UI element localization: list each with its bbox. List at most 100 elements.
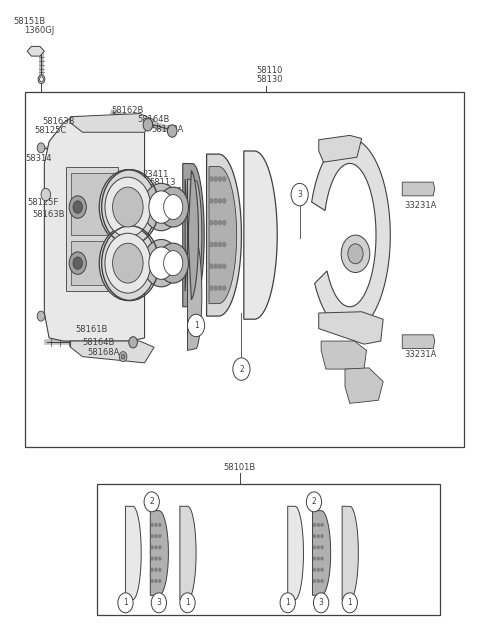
Circle shape [214, 285, 217, 290]
Circle shape [188, 314, 204, 337]
Circle shape [99, 170, 156, 244]
Circle shape [222, 220, 226, 225]
Circle shape [38, 75, 45, 84]
Text: 26641: 26641 [126, 268, 153, 277]
Text: 58130: 58130 [257, 75, 283, 84]
Polygon shape [319, 135, 362, 162]
Circle shape [158, 534, 161, 538]
Circle shape [321, 545, 324, 549]
Circle shape [180, 593, 195, 613]
Circle shape [158, 579, 161, 583]
Bar [25, 92, 464, 447]
Circle shape [118, 593, 133, 613]
Text: 3: 3 [297, 190, 302, 199]
Text: 2: 2 [149, 497, 154, 506]
Text: 58101B: 58101B [224, 463, 256, 472]
Text: 33231A: 33231A [405, 201, 437, 210]
Polygon shape [345, 368, 383, 403]
Circle shape [158, 243, 189, 283]
Circle shape [158, 557, 161, 560]
Circle shape [155, 545, 157, 549]
Circle shape [143, 118, 153, 131]
Circle shape [317, 523, 320, 526]
Circle shape [144, 492, 159, 512]
Circle shape [317, 534, 320, 538]
Polygon shape [288, 506, 303, 600]
Text: 3: 3 [156, 598, 161, 607]
Polygon shape [188, 179, 202, 291]
Circle shape [280, 593, 295, 613]
Circle shape [41, 188, 50, 201]
Circle shape [313, 534, 316, 538]
Circle shape [321, 534, 324, 538]
Circle shape [129, 337, 137, 348]
Circle shape [113, 243, 143, 283]
Circle shape [214, 177, 217, 182]
Circle shape [158, 568, 161, 572]
Text: 1360GJ: 1360GJ [24, 26, 55, 35]
Circle shape [149, 191, 174, 223]
Text: 58125C: 58125C [35, 126, 67, 135]
Circle shape [218, 242, 222, 247]
Circle shape [151, 579, 154, 583]
Text: 33231A: 33231A [405, 351, 437, 359]
Circle shape [164, 195, 183, 220]
Circle shape [209, 242, 213, 247]
Circle shape [222, 285, 226, 290]
Polygon shape [244, 151, 277, 319]
Circle shape [313, 523, 316, 526]
Text: 58314: 58314 [25, 154, 52, 163]
Circle shape [39, 77, 43, 82]
Text: 58168A: 58168A [87, 348, 120, 357]
Polygon shape [180, 506, 196, 600]
Circle shape [151, 534, 154, 538]
Circle shape [105, 177, 151, 237]
Circle shape [222, 242, 226, 247]
Polygon shape [71, 113, 154, 132]
Text: 58151B: 58151B [13, 17, 46, 26]
Bar [66, 167, 118, 291]
Text: 23411: 23411 [114, 249, 140, 259]
Polygon shape [183, 163, 204, 307]
Polygon shape [319, 312, 383, 344]
Polygon shape [150, 511, 168, 595]
Bar [71, 173, 114, 235]
Circle shape [222, 198, 226, 203]
Circle shape [155, 579, 157, 583]
Circle shape [214, 242, 217, 247]
Circle shape [209, 285, 213, 290]
Circle shape [99, 226, 156, 300]
Polygon shape [185, 171, 198, 300]
Circle shape [151, 523, 154, 526]
Circle shape [73, 257, 83, 269]
Polygon shape [402, 182, 435, 196]
Text: 58164B: 58164B [137, 115, 170, 125]
Circle shape [209, 220, 213, 225]
Text: 23411: 23411 [142, 170, 168, 178]
Circle shape [342, 593, 358, 613]
Circle shape [306, 492, 322, 512]
Polygon shape [44, 116, 144, 341]
Text: 1: 1 [285, 598, 290, 607]
Circle shape [218, 198, 222, 203]
Circle shape [121, 354, 125, 359]
Polygon shape [312, 511, 331, 595]
Circle shape [119, 352, 127, 362]
Circle shape [69, 252, 86, 274]
Circle shape [155, 557, 157, 560]
Circle shape [73, 201, 83, 213]
Circle shape [313, 568, 316, 572]
Polygon shape [71, 341, 154, 363]
Text: 1: 1 [123, 598, 128, 607]
Circle shape [317, 568, 320, 572]
Polygon shape [188, 239, 202, 351]
Circle shape [321, 568, 324, 572]
Circle shape [317, 579, 320, 583]
Circle shape [218, 220, 222, 225]
Polygon shape [125, 506, 141, 600]
Bar [97, 485, 441, 615]
Circle shape [214, 198, 217, 203]
Text: 3: 3 [319, 598, 324, 607]
Circle shape [321, 557, 324, 560]
Circle shape [341, 235, 370, 272]
